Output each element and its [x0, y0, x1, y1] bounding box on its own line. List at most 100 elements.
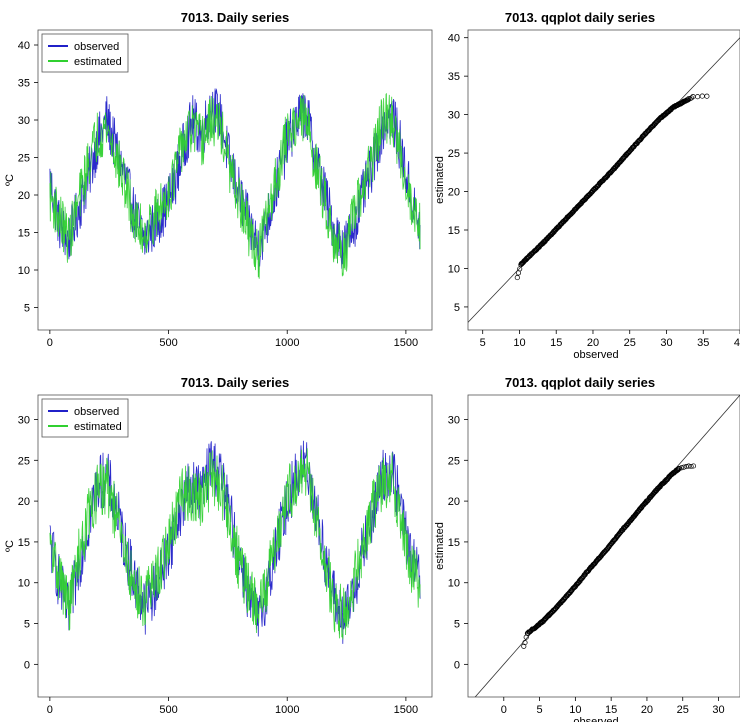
y-tick-label: 40	[18, 40, 30, 52]
y-tick-label: 30	[18, 414, 30, 426]
legend-label-estimated: estimated	[74, 421, 122, 433]
x-tick-label: 0	[501, 704, 507, 716]
reference-line	[474, 395, 740, 697]
x-tick-label: 5	[480, 337, 486, 349]
y-tick-label: 10	[448, 263, 460, 275]
legend-box	[41, 33, 129, 73]
y-tick-label: 5	[24, 303, 30, 315]
qq-point	[704, 93, 710, 99]
y-tick-label: 35	[18, 78, 30, 90]
y-tick-label: 15	[448, 537, 460, 549]
chart-title: 7013. qqplot daily series	[505, 10, 655, 25]
y-tick-label: 10	[448, 578, 460, 590]
y-tick-label: 20	[448, 496, 460, 508]
chart-title: 7013. qqplot daily series	[505, 375, 655, 390]
x-tick-label: 30	[712, 704, 724, 716]
x-tick-label: 15	[550, 337, 562, 349]
legend-box	[41, 398, 129, 438]
x-tick-label: 0	[47, 337, 53, 349]
qq-point	[522, 640, 528, 646]
y-tick-label: 30	[448, 110, 460, 122]
y-tick-label: 40	[448, 33, 460, 45]
qq-point	[678, 465, 685, 471]
y-axis-label: estimated	[434, 522, 446, 570]
qq-point	[686, 463, 692, 469]
series-line-estimated	[49, 92, 421, 279]
y-tick-label: 5	[454, 619, 460, 631]
daily-series-chart-bottom: 7013. Daily series 0 5 10 15 20 25 30 0 500 1000 15…	[4, 375, 433, 716]
plot-area	[474, 395, 740, 697]
qq-point	[688, 95, 695, 101]
plot-area	[49, 440, 421, 644]
qq-point	[514, 275, 520, 281]
qq-point	[683, 464, 689, 470]
x-tick-label: 20	[641, 704, 653, 716]
x-tick-label: 25	[677, 704, 689, 716]
y-tick-label: 30	[18, 115, 30, 127]
x-axis-label: observed	[573, 349, 618, 361]
y-tick-label: 0	[24, 659, 30, 671]
y-tick-label: 15	[448, 225, 460, 237]
qq-point	[517, 266, 523, 272]
x-tick-label: 5	[537, 704, 543, 716]
x-tick-label: 10	[513, 337, 525, 349]
daily-series-chart-top: 7013. Daily series 5 10 15 20 25 30 35 40 0 500 100…	[4, 10, 433, 349]
plot-frame	[467, 29, 740, 331]
x-tick-label: 30	[660, 337, 672, 349]
y-tick-label: 30	[448, 414, 460, 426]
qq-point	[688, 463, 694, 470]
y-tick-label: 5	[454, 302, 460, 314]
legend-label-observed: observed	[74, 41, 119, 53]
plot-frame	[37, 29, 433, 331]
x-axis-label: observed	[573, 716, 618, 722]
y-tick-label: 5	[24, 619, 30, 631]
qqplot-chart-top: 7013. qqplot daily series 5 10 15 20 25 30 35 40…	[434, 10, 740, 361]
x-tick-label: 1500	[394, 704, 418, 716]
y-tick-label: 20	[18, 190, 30, 202]
qq-point	[695, 94, 701, 100]
qq-point	[676, 466, 682, 472]
x-tick-label: 15	[605, 704, 617, 716]
y-tick-label: 15	[18, 537, 30, 549]
y-tick-label: 25	[448, 148, 460, 160]
legend-label-observed: observed	[74, 406, 119, 418]
x-tick-label: 1500	[394, 337, 418, 349]
y-tick-label: 25	[18, 153, 30, 165]
x-tick-label: 500	[159, 337, 177, 349]
x-tick-label: 10	[569, 704, 581, 716]
y-tick-label: 25	[448, 455, 460, 467]
chart-title: 7013. Daily series	[181, 375, 289, 390]
y-tick-label: 20	[18, 496, 30, 508]
x-tick-label: 500	[159, 704, 177, 716]
series-line-estimated	[49, 448, 421, 640]
qq-point	[521, 643, 527, 649]
plot-frame	[37, 394, 433, 698]
y-tick-label: 15	[18, 228, 30, 240]
qq-point	[690, 463, 697, 469]
qq-point	[681, 464, 687, 470]
x-tick-label: 0	[47, 704, 53, 716]
y-tick-label: 10	[18, 578, 30, 590]
y-tick-label: 10	[18, 265, 30, 277]
x-tick-label: 35	[697, 337, 709, 349]
reference-line	[468, 37, 740, 323]
legend-label-estimated: estimated	[74, 56, 122, 68]
qqplot-chart-bottom: 7013. qqplot daily series 0 5 10 15 20 25 30 0 5 1…	[434, 375, 740, 722]
x-tick-label: 1000	[275, 704, 299, 716]
y-tick-label: 20	[448, 187, 460, 199]
plot-frame	[467, 394, 740, 698]
qq-point	[685, 96, 692, 102]
x-tick-label: 1000	[275, 337, 299, 349]
x-tick-label: 25	[624, 337, 636, 349]
x-tick-label: 20	[587, 337, 599, 349]
plot-area	[49, 88, 421, 279]
y-axis-label: estimated	[434, 156, 446, 204]
x-tick-label: 40	[734, 337, 740, 349]
y-tick-label: 35	[448, 71, 460, 83]
chart-title: 7013. Daily series	[181, 10, 289, 25]
y-tick-label: 25	[18, 455, 30, 467]
qq-point	[699, 93, 705, 99]
y-tick-label: 0	[454, 659, 460, 671]
y-axis-label: ºC	[4, 174, 16, 186]
